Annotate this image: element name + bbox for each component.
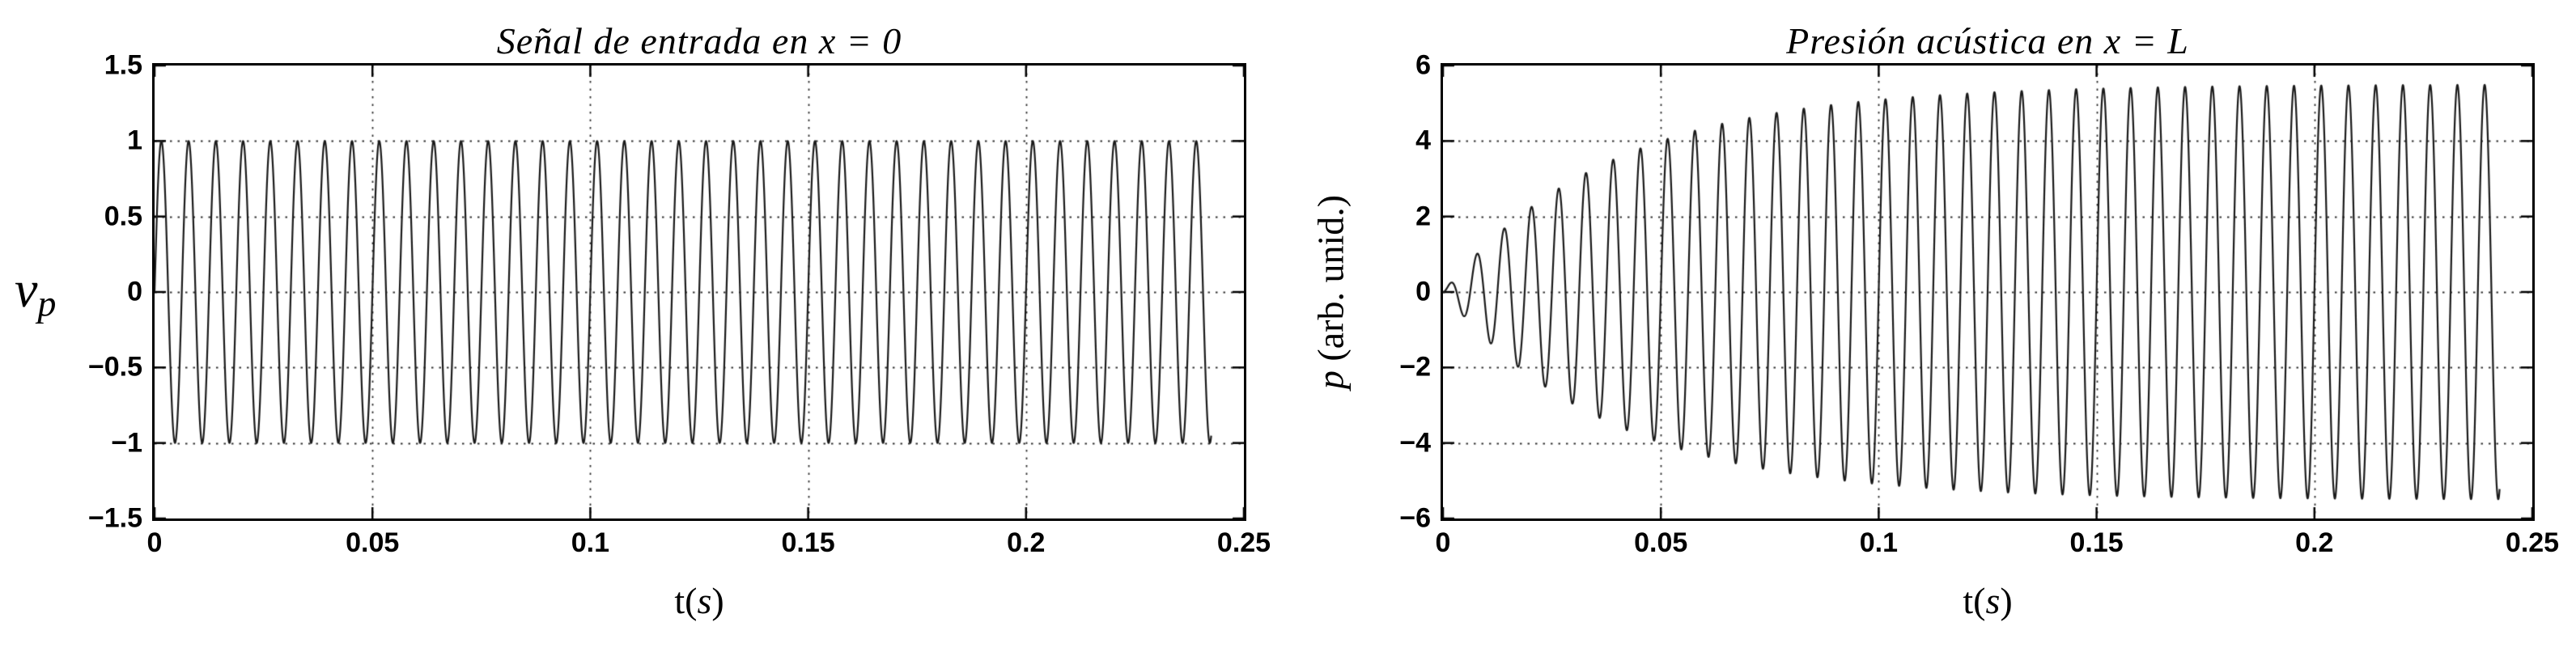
y-tick-label: −2	[1399, 351, 1431, 383]
x-tick-label: 0.25	[2505, 527, 2560, 558]
chart-acoustic-pressure: Presión acústica en x = L p (arb. unid.)…	[1288, 0, 2576, 656]
plot-area	[1441, 63, 2535, 521]
x-tick-label: 0.1	[571, 527, 610, 558]
x-tick-label: 0.15	[781, 527, 835, 558]
y-tick-label: 0	[1415, 276, 1431, 307]
x-axis-label-var: s	[697, 580, 712, 621]
x-axis-label-pre: t(	[1963, 580, 1986, 621]
chart-input-signal: Señal de entrada en x = 0 vp t(s) 0 0.05 0…	[15, 20, 1271, 622]
y-tick-label: 1	[127, 125, 142, 156]
x-axis-label-post: )	[2000, 580, 2013, 621]
x-tick-label: 0.2	[2295, 527, 2334, 558]
y-tick-label: 1.5	[104, 49, 142, 81]
y-tick-label: 0	[127, 276, 142, 307]
x-tick-label: 0.2	[1007, 527, 1046, 558]
x-tick-label: 0.25	[1216, 527, 1271, 558]
y-tick-label: −0.5	[87, 351, 142, 383]
y-tick-label: −1.5	[87, 502, 142, 534]
y-axis-label-var: p	[1309, 370, 1352, 390]
chart-title: Presión acústica en x = L	[1786, 20, 2189, 61]
x-tick-label: 0.15	[2069, 527, 2124, 558]
y-tick-label: 4	[1415, 125, 1431, 156]
x-tick-label: 0.1	[1859, 527, 1899, 558]
plot-area	[152, 63, 1246, 521]
x-axis-label-pre: t(	[674, 580, 698, 621]
y-tick-label: −4	[1399, 427, 1431, 459]
signal-trace-canvas	[1443, 66, 2532, 518]
y-tick-label: 0.5	[104, 201, 142, 232]
x-tick-label: 0.05	[1634, 527, 1688, 558]
chart-title: Señal de entrada en x = 0	[496, 20, 902, 61]
x-tick-label: 0.05	[346, 527, 400, 558]
y-tick-label: 2	[1415, 201, 1431, 232]
x-tick-label: 0	[1435, 527, 1451, 558]
signal-trace-canvas	[155, 66, 1244, 518]
y-tick-label: 6	[1415, 49, 1431, 81]
x-tick-label: 0	[146, 527, 163, 558]
y-axis-label: p (arb. unid.)	[1309, 195, 1352, 389]
y-axis-label-sub: p	[37, 282, 57, 324]
y-axis-label: vp	[15, 260, 56, 325]
y-axis-label-main: v	[15, 260, 38, 318]
x-axis-label-post: )	[711, 580, 724, 621]
x-axis-label-var: s	[1985, 580, 2001, 621]
y-tick-label: −1	[111, 427, 142, 459]
x-axis-label: t(s)	[1963, 579, 2012, 622]
y-axis-label-rest: (arb. unid.)	[1309, 194, 1352, 371]
x-axis-label: t(s)	[674, 579, 724, 622]
y-tick-label: −6	[1399, 502, 1431, 534]
